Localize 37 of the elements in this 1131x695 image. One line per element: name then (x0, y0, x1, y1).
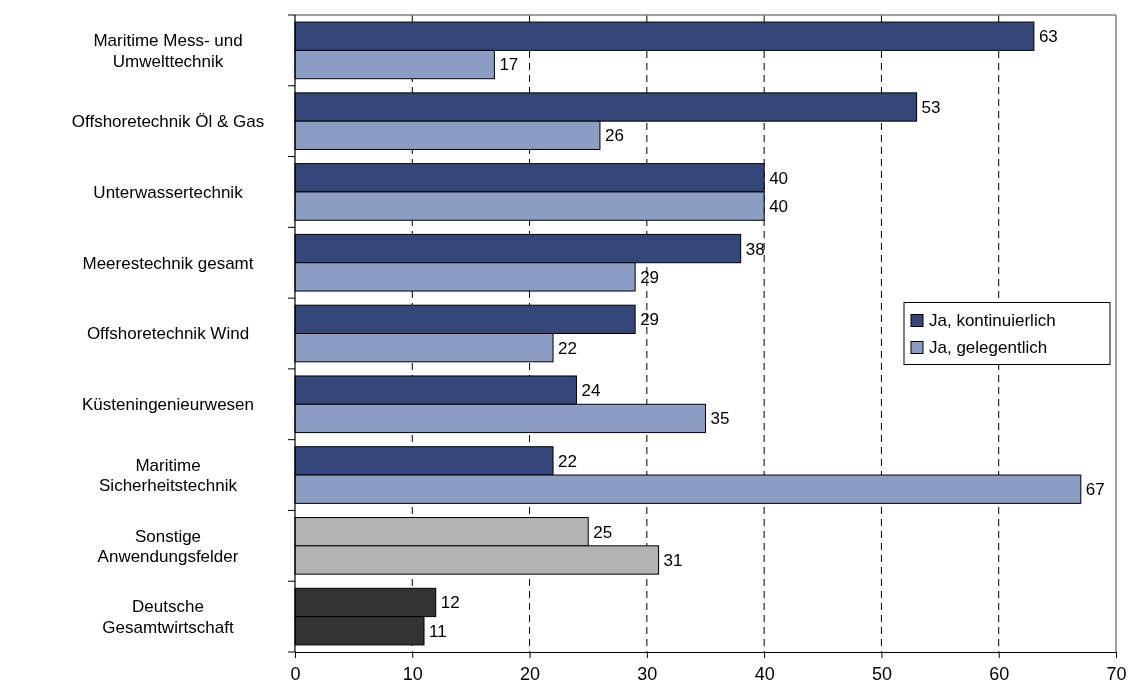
data-label: 63 (1038, 27, 1058, 47)
y-tick-label: Maritime Mess- und Umwelttechnik (93, 31, 243, 71)
data-label: 31 (663, 550, 683, 570)
data-label: 53 (921, 97, 941, 117)
data-label: 17 (499, 55, 519, 75)
data-label: 35 (710, 409, 730, 429)
data-label: 38 (745, 239, 765, 259)
data-label: 26 (604, 126, 624, 146)
data-label: 22 (558, 338, 577, 358)
y-tick-label: Offshoretechnik Wind (86, 324, 250, 344)
x-tick-label: 50 (871, 663, 892, 684)
x-tick-label: 0 (290, 663, 301, 684)
legend-label: Ja, gelegentlich (929, 338, 1048, 358)
data-label: 22 (558, 451, 577, 471)
y-tick-label: Küsteningenieurwesen (81, 395, 255, 415)
data-label: 40 (769, 197, 789, 217)
y-tick-label: Meerestechnik gesamt (82, 253, 254, 273)
data-label: 67 (1085, 480, 1105, 500)
data-label: 40 (769, 168, 789, 188)
data-label: 12 (440, 593, 460, 613)
y-tick-label: Unterwassertechnik (93, 182, 244, 202)
data-label: 29 (640, 310, 660, 330)
data-label: 25 (593, 522, 613, 542)
x-tick-label: 30 (637, 663, 658, 684)
y-tick-label: Offshoretechnik Öl & Gas (71, 112, 265, 132)
legend-label: Ja, kontinuierlich (929, 311, 1056, 331)
y-tick-label: Maritime Sicherheitstechnik (99, 455, 238, 496)
x-tick-label: 20 (520, 663, 541, 684)
x-tick-label: 60 (989, 663, 1010, 684)
y-tick-label: Deutsche Gesamtwirtschaft (102, 597, 234, 637)
y-tick-label: Sonstige Anwendungsfelder (97, 526, 239, 566)
data-label: 24 (581, 381, 601, 401)
x-tick-label: 40 (754, 663, 775, 684)
x-tick-label: 10 (402, 663, 423, 684)
data-label: 11 (429, 621, 447, 641)
x-tick-label: 70 (1106, 663, 1127, 684)
data-label: 29 (640, 267, 660, 287)
